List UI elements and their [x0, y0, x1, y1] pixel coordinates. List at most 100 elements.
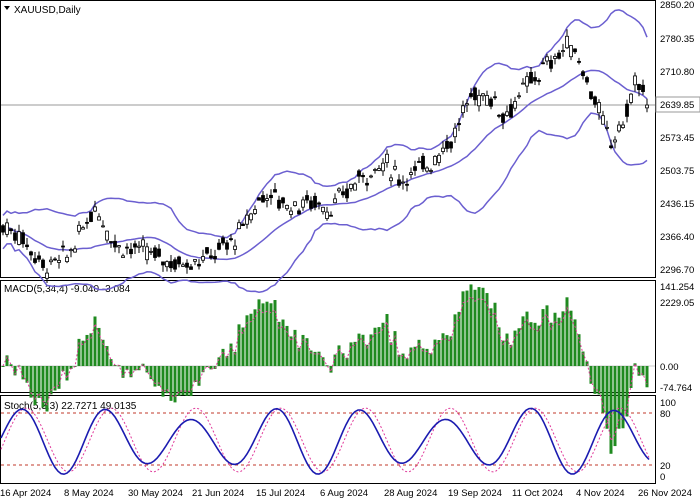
- macd-bar: [485, 293, 489, 366]
- candle-body: [13, 232, 17, 241]
- stoch-tick: 20: [660, 461, 671, 472]
- candle-body: [425, 167, 429, 172]
- macd-bar: [585, 361, 589, 366]
- candle-body: [469, 93, 473, 97]
- macd-bar: [453, 314, 457, 366]
- macd-bar: [581, 351, 585, 366]
- macd-bar: [361, 334, 365, 366]
- candle-body: [341, 191, 345, 196]
- date-label: 11 Oct 2024: [512, 488, 563, 499]
- candle-body: [417, 161, 421, 163]
- candle-body: [53, 258, 57, 261]
- macd-bar: [9, 364, 13, 366]
- macd-bar: [505, 333, 509, 366]
- candle-body: [313, 195, 317, 208]
- candle-body: [197, 263, 201, 267]
- candle-body: [365, 182, 369, 186]
- candle-body: [137, 245, 141, 248]
- menu-triangle-icon[interactable]: [4, 6, 10, 10]
- macd-bar: [625, 366, 629, 417]
- candle-body: [641, 84, 645, 92]
- candle-body: [37, 255, 41, 260]
- candle-body: [637, 84, 641, 91]
- macd-bar: [301, 334, 305, 366]
- macd-bar: [253, 309, 257, 366]
- candle-body: [389, 177, 393, 182]
- macd-bar: [1, 366, 5, 367]
- macd-bar: [645, 366, 649, 388]
- macd-bar: [533, 322, 537, 366]
- macd-bar: [33, 366, 37, 406]
- candle-body: [157, 248, 161, 257]
- macd-bar: [277, 321, 281, 366]
- symbol-title: XAUUSD,Daily: [14, 5, 81, 16]
- candle-body: [549, 60, 553, 69]
- macd-bar: [525, 311, 529, 366]
- candle-body: [633, 75, 637, 86]
- macd-bar: [165, 366, 169, 394]
- macd-bar: [209, 366, 213, 370]
- date-label: 6 Aug 2024: [320, 488, 368, 499]
- macd-bar: [549, 322, 553, 366]
- candle-body: [173, 259, 177, 270]
- stoch-axis: 100 80 20 0: [660, 398, 676, 483]
- macd-bar: [309, 350, 313, 366]
- macd-bar: [41, 366, 45, 408]
- macd-bar: [181, 366, 185, 396]
- price-pane: [0, 0, 656, 278]
- candle-body: [621, 124, 625, 128]
- macd-bar: [641, 366, 645, 376]
- time-axis: 16 Apr 2024 8 May 2024 30 May 2024 21 Ju…: [0, 488, 692, 499]
- macd-bar: [77, 338, 81, 366]
- macd-bar: [205, 366, 209, 367]
- macd-bar: [225, 356, 229, 366]
- macd-bar: [221, 348, 225, 366]
- macd-bar: [337, 345, 341, 366]
- macd-bar: [393, 331, 397, 366]
- candle-body: [541, 62, 545, 65]
- macd-bar: [25, 366, 29, 383]
- macd-bar: [121, 366, 125, 378]
- candle-body: [169, 261, 173, 269]
- stoch-main-line: [0, 407, 650, 476]
- candle-body: [221, 237, 225, 244]
- candle-body: [589, 91, 593, 99]
- candle-body: [329, 214, 333, 217]
- macd-bar: [417, 339, 421, 366]
- macd-bar: [49, 366, 53, 395]
- candle-body: [545, 56, 549, 62]
- candle-body: [517, 95, 521, 98]
- macd-label: MACD(5,34,4) -9.040 -3.084: [4, 284, 131, 295]
- candle-body: [257, 197, 261, 201]
- candle-body: [165, 261, 169, 268]
- candle-body: [289, 210, 293, 215]
- price-axis: 2850.20 2780.35 2710.80 2573.45 2503.75 …: [655, 0, 700, 309]
- macd-bar: [497, 327, 501, 366]
- candle-body: [117, 245, 121, 248]
- macd-bar: [605, 366, 609, 429]
- candle-body: [45, 272, 49, 279]
- candle-body: [105, 230, 109, 241]
- candle-body: [9, 228, 13, 232]
- stoch-tick: 80: [660, 409, 671, 420]
- bollinger-middle-line: [2, 69, 648, 261]
- macd-bar: [385, 314, 389, 366]
- macd-bar: [353, 341, 357, 366]
- date-label: 19 Sep 2024: [448, 488, 502, 499]
- macd-bar: [489, 308, 493, 366]
- candle-body: [325, 211, 329, 219]
- candle-body: [5, 222, 9, 235]
- candle-body: [209, 255, 213, 259]
- macd-bar: [245, 315, 249, 366]
- candle-body: [225, 242, 229, 250]
- macd-bar: [469, 284, 473, 366]
- candle-body: [109, 241, 113, 243]
- macd-bar: [305, 338, 309, 366]
- candle-body: [457, 123, 461, 126]
- macd-bar: [369, 334, 373, 366]
- macd-bar: [481, 287, 485, 366]
- macd-bar: [85, 334, 89, 366]
- candle-body: [465, 103, 469, 106]
- candle-body: [377, 168, 381, 171]
- macd-bar: [269, 303, 273, 366]
